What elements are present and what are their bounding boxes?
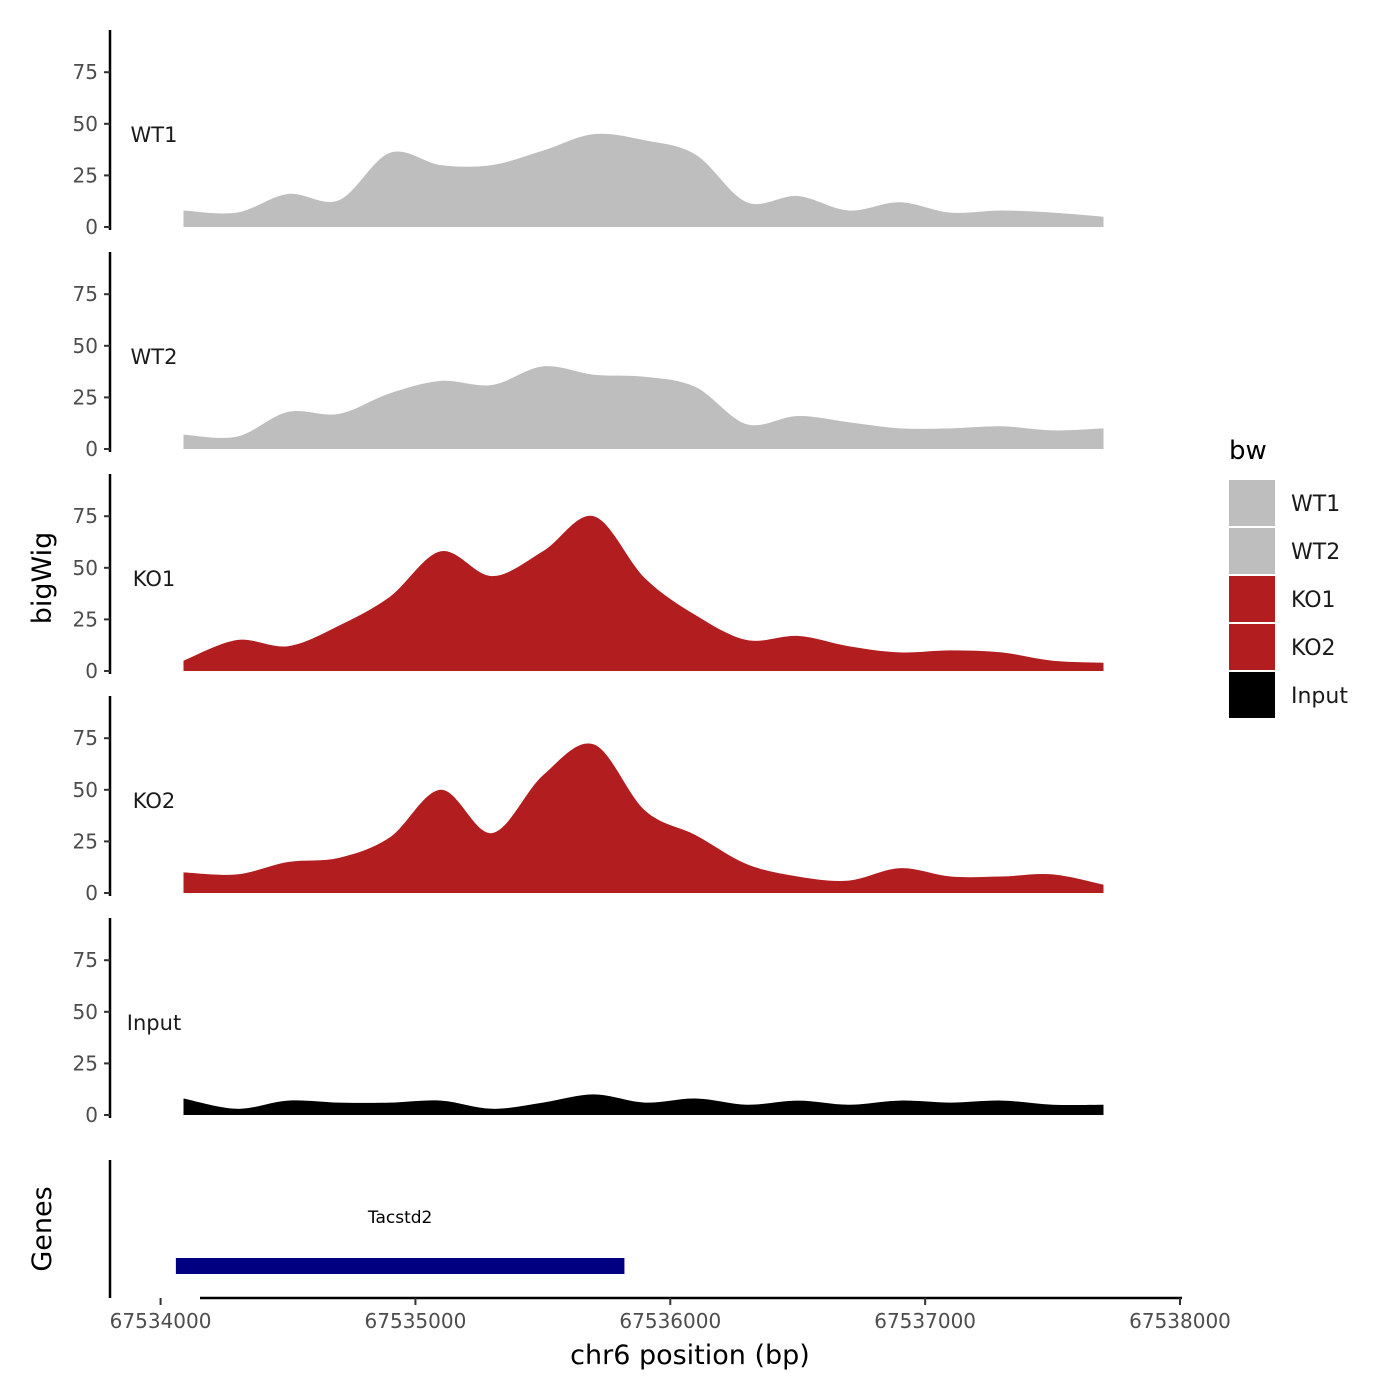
y-tick-label: 25 [73,607,98,631]
legend-label: WT2 [1291,540,1340,565]
legend-key-wt2 [1229,528,1275,574]
y-tick-label: 75 [73,282,98,306]
y-tick-label: 50 [73,1000,98,1024]
coverage-area-ko1 [183,515,1104,671]
track-label: KO2 [133,789,176,813]
track-ko1: 0 25 50 75 KO1 [73,474,1104,683]
x-axis: 67534000 67535000 67536000 67537000 67538000 [110,1296,1231,1333]
y-tick-label: 0 [85,881,98,905]
x-tick-label: 67535000 [365,1309,467,1333]
track-wt1: 0 25 50 75 WT1 [73,30,1104,239]
y-axis-title: bigWig [27,532,58,625]
x-tick-label: 67537000 [874,1309,976,1333]
coverage-area-wt1 [183,133,1104,227]
y-tick-label: 50 [73,112,98,136]
y-tick-label: 25 [73,1051,98,1075]
y-tick-label: 25 [73,163,98,187]
legend-key-ko1 [1229,576,1275,622]
legend-label: Input [1291,684,1348,709]
track-ko2: 0 25 50 75 KO2 [73,696,1104,905]
y-tick-label: 50 [73,556,98,580]
y-tick-label: 75 [73,726,98,750]
x-tick-label: 67536000 [619,1309,721,1333]
legend-title: bw [1229,436,1267,466]
legend-key-wt1 [1229,480,1275,526]
legend-label: WT1 [1291,492,1340,517]
legend-key-ko2 [1229,624,1275,670]
y-tick-label: 0 [85,659,98,683]
x-tick-label: 67534000 [110,1309,212,1333]
y-tick-label: 0 [85,215,98,239]
x-axis-title: chr6 position (bp) [570,1340,810,1371]
x-tick-label: 67538000 [1129,1309,1231,1333]
legend: bw WT1 WT2 KO1 KO2 Input [1229,436,1348,718]
y-tick-label: 50 [73,778,98,802]
y-tick-label: 75 [73,948,98,972]
track-label: WT2 [131,345,178,369]
bigwig-tracks: 0 25 50 75 WT1 0 25 50 75 WT2 0 25 50 75 KO1 0 25 50 75 KO2… [73,30,1104,1127]
y-tick-label: 75 [73,504,98,528]
genes-axis-title: Genes [27,1186,58,1271]
coverage-area-wt2 [183,366,1104,449]
gene-label: Tacstd2 [367,1208,432,1228]
y-tick-label: 75 [73,60,98,84]
legend-label: KO1 [1291,588,1336,613]
coverage-area-ko2 [183,743,1104,893]
y-tick-label: 0 [85,437,98,461]
y-tick-label: 50 [73,334,98,358]
y-tick-label: 25 [73,829,98,853]
track-wt2: 0 25 50 75 WT2 [73,252,1104,461]
track-label: Input [127,1011,181,1035]
coverage-area-input [183,1094,1104,1115]
gene-body [175,1258,625,1274]
legend-label: KO2 [1291,636,1336,661]
y-tick-label: 0 [85,1103,98,1127]
track-label: KO1 [133,567,176,591]
y-tick-label: 25 [73,385,98,409]
track-label: WT1 [131,123,178,147]
track-input: 0 25 50 75 Input [73,918,1104,1127]
legend-key-input [1229,672,1275,718]
gene-panel: Tacstd2 [108,1160,625,1298]
